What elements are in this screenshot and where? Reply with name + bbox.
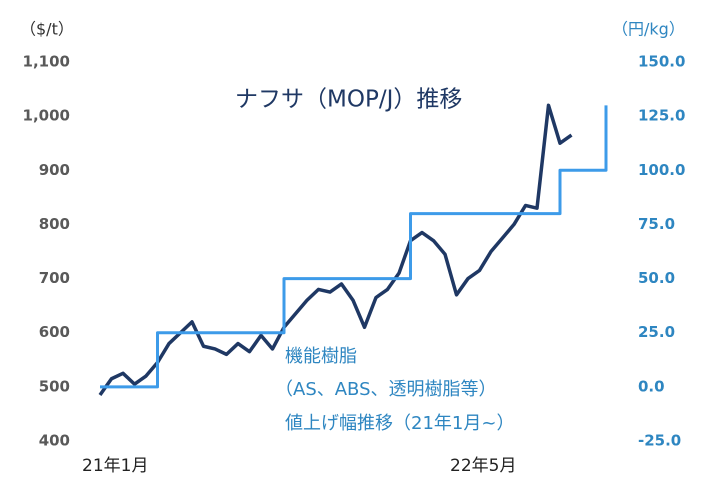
y2-tick-label: 75.0 — [638, 215, 675, 233]
y-tick-label: 700 — [39, 269, 70, 287]
y-tick-label: 400 — [39, 432, 70, 450]
y2-tick-label: 25.0 — [638, 323, 675, 341]
y2-axis-label: （円/kg） — [612, 20, 685, 39]
y-tick-label: 600 — [39, 323, 70, 341]
y-tick-label: 500 — [39, 377, 70, 395]
y-tick-label: 1,100 — [23, 53, 70, 71]
y2-tick-label: -25.0 — [638, 432, 681, 450]
series-line — [100, 105, 608, 389]
x-tick-label: 21年1月 — [82, 456, 148, 476]
y-tick-label: 1,000 — [23, 107, 70, 125]
annotation: 値上げ幅推移（21年1月~） — [285, 413, 514, 434]
annotation: 機能樹脂 — [285, 346, 357, 367]
y-tick-label: 900 — [39, 161, 70, 179]
y2-tick-label: 100.0 — [638, 161, 685, 179]
y2-tick-label: 125.0 — [638, 107, 685, 125]
annotation: （AS、ABS、透明樹脂等） — [275, 379, 497, 400]
annotation: ナフサ（MOP/J）推移 — [235, 87, 462, 113]
y2-tick-label: 0.0 — [638, 377, 665, 395]
y2-tick-label: 150.0 — [638, 53, 685, 71]
y2-tick-label: 50.0 — [638, 269, 675, 287]
y-axis-label: （$/t） — [20, 20, 74, 39]
y-tick-label: 800 — [39, 215, 70, 233]
x-tick-label: 22年5月 — [450, 456, 516, 476]
series-line — [98, 103, 573, 396]
